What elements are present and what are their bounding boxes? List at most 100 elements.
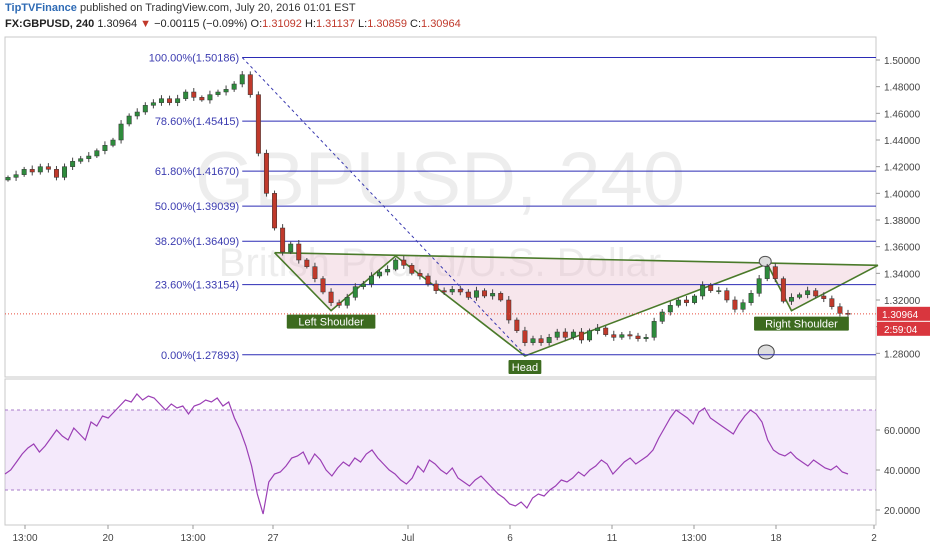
candle-body-78 [635, 335, 641, 339]
ohlc-legend: FX:GBPUSD, 240 1.30964 ▼ −0.00115 (−0.09… [5, 18, 461, 30]
price-tick-label-3: 1.44000 [884, 136, 921, 147]
pattern-outline [273, 252, 879, 357]
pattern-label-1: Head [512, 362, 538, 374]
close-value: 1.30964 [421, 18, 461, 30]
candle-body-31 [255, 94, 261, 154]
candle-body-1 [13, 174, 19, 178]
fib-level-label-4: 38.20%(1.36409) [155, 236, 239, 248]
candle-body-103 [837, 306, 843, 314]
candle-body-88 [716, 290, 722, 292]
candle-body-24 [199, 97, 205, 101]
rsi-tick-label-1: 40.0000 [884, 466, 921, 477]
candle-body-42 [344, 297, 350, 306]
candle-body-67 [546, 337, 552, 343]
time-tick-label-2: 13:00 [180, 533, 205, 544]
candle-body-53 [433, 283, 439, 291]
candle-body-65 [530, 338, 536, 343]
price-tick-label-0: 1.50000 [884, 56, 921, 67]
time-tick-label-6: 11 [607, 533, 618, 544]
candles [5, 71, 851, 347]
candle-body-41 [336, 302, 342, 306]
candle-body-11 [94, 150, 100, 157]
time-axis: 13:00 20 13:00 27 Jul 6 11 13:00 18 2 [12, 525, 877, 544]
candle-body-30 [247, 74, 253, 95]
candle-body-90 [732, 299, 738, 310]
price-tick-label-11: 1.28000 [884, 349, 921, 360]
price-change: −0.00115 (−0.09%) [154, 18, 248, 30]
last-price: 1.30964 [97, 18, 138, 30]
candle-body-5 [45, 166, 51, 170]
candle-body-48 [393, 259, 399, 270]
candle-body-43 [352, 286, 358, 298]
time-tick-label-1: 20 [102, 533, 114, 544]
fib-level-label-6: 0.00%(1.27893) [161, 350, 239, 362]
price-tick-label-8: 1.34000 [884, 269, 921, 280]
time-tick-label-8: 18 [770, 533, 782, 544]
high-label: H: [304, 18, 316, 30]
candle-body-4 [37, 166, 43, 173]
candle-body-0 [5, 177, 11, 181]
candle-body-64 [522, 330, 528, 343]
candle-body-56 [457, 289, 463, 293]
candle-body-49 [401, 259, 407, 266]
candle-body-7 [62, 166, 68, 178]
candle-body-89 [724, 290, 730, 301]
publisher-name[interactable]: TipTVFinance [5, 2, 77, 14]
candle-body-59 [482, 290, 488, 297]
candle-body-21 [175, 98, 181, 103]
candle-body-10 [86, 155, 92, 159]
candle-body-62 [506, 299, 512, 321]
candle-body-82 [667, 305, 673, 313]
candle-body-76 [619, 334, 625, 338]
candle-body-99 [805, 290, 811, 295]
candle-body-37 [304, 259, 310, 267]
published-text: published on TradingView.com, July 20, 2… [79, 2, 356, 14]
candle-body-8 [70, 161, 76, 167]
last-price-badge [877, 306, 930, 321]
candle-body-26 [215, 91, 221, 95]
candle-body-79 [643, 337, 649, 339]
symbol-label[interactable]: FX:GBPUSD, 240 [5, 18, 95, 30]
rsi-pane: 60.0000 40.0000 20.0000 [4, 393, 921, 517]
time-tick-label-4: Jul [402, 533, 415, 544]
candle-body-63 [514, 319, 520, 331]
candle-body-33 [272, 193, 278, 229]
candle-body-20 [167, 98, 173, 103]
candle-body-97 [788, 297, 794, 302]
candle-body-27 [223, 89, 229, 93]
candle-body-84 [683, 299, 689, 303]
down-arrow-icon: ▼ [140, 18, 152, 30]
candle-body-29 [239, 74, 245, 85]
candle-body-15 [126, 115, 132, 125]
price-tick-label-7: 1.36000 [884, 243, 921, 254]
candle-body-25 [207, 94, 213, 101]
time-tick-label-5: 6 [507, 533, 513, 544]
price-tick-label-6: 1.38000 [884, 216, 921, 227]
pattern-label-box-0 [286, 314, 376, 329]
candle-body-85 [692, 295, 698, 303]
candle-body-93 [756, 278, 762, 294]
candle-body-23 [191, 91, 197, 98]
time-tick-label-3: 27 [267, 533, 279, 544]
publisher-line: TipTVFinance published on TradingView.co… [5, 2, 356, 14]
candle-body-2 [21, 169, 27, 175]
candle-body-69 [562, 331, 568, 338]
candle-body-95 [772, 266, 778, 279]
candle-body-52 [425, 275, 431, 285]
candle-body-35 [288, 243, 294, 253]
candle-body-61 [498, 293, 504, 301]
candle-body-87 [708, 285, 714, 291]
candle-body-22 [183, 91, 189, 99]
last-price-badge-label: 1.30964 [882, 310, 919, 321]
countdown-badge-label: 2:59:04 [884, 325, 918, 336]
neckline [274, 251, 879, 267]
candle-body-36 [296, 243, 302, 261]
price-tick-label-2: 1.46000 [884, 109, 921, 120]
candle-body-70 [570, 331, 576, 338]
marker-circle-bottom [757, 344, 775, 360]
candle-body-83 [675, 299, 681, 306]
pattern-label-0: Left Shoulder [298, 317, 364, 329]
rsi-band-fill [5, 410, 876, 490]
time-tick-label-7: 13:00 [681, 533, 706, 544]
